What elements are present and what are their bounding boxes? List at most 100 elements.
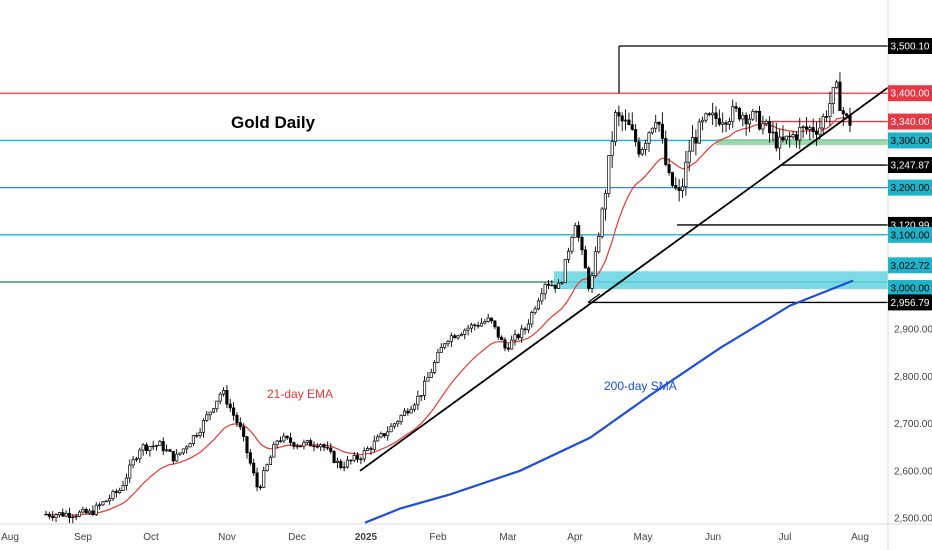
candle-body [623, 119, 628, 122]
candle-body [711, 112, 715, 116]
candle-body [61, 512, 65, 517]
candle-body [664, 138, 668, 166]
candle-body [64, 512, 68, 517]
candle-body [747, 118, 752, 125]
candle-body [84, 508, 88, 514]
candle-body [600, 208, 604, 237]
candle-body [556, 282, 561, 289]
price-badge [888, 226, 932, 243]
candle-body [379, 433, 383, 438]
candle-body [486, 317, 490, 322]
candle-body [108, 498, 112, 502]
candle-body [114, 490, 118, 493]
candle-body [342, 466, 346, 469]
candle-body [201, 420, 206, 433]
trendlines [359, 86, 889, 472]
candle-body [195, 435, 199, 437]
price-badge [888, 179, 932, 196]
candle-body [329, 447, 333, 452]
candle-body [841, 110, 845, 115]
candle-body [101, 501, 105, 506]
candle-body [570, 236, 574, 252]
x-tick-label: May [634, 532, 653, 543]
candle-body [57, 512, 61, 516]
candle-body [466, 327, 470, 331]
candle-body [289, 437, 293, 443]
annotations: Gold Daily 21-day EMA 200-day SMA [231, 113, 677, 401]
candle-body [516, 334, 520, 339]
candle-body [607, 155, 611, 194]
x-tick-label: Mar [499, 532, 517, 543]
candle-body [530, 312, 534, 325]
price-badge-label: 3,200.00 [891, 183, 930, 194]
x-tick-label: Aug [851, 532, 869, 543]
candle-body [493, 320, 497, 328]
candle-body [694, 137, 698, 144]
uptrend-line [359, 86, 889, 472]
candle-body [51, 515, 55, 519]
candle-body [647, 132, 651, 144]
candle-body [778, 136, 782, 149]
candle-body [235, 414, 239, 423]
candle-body [268, 456, 273, 465]
x-tick-label: Feb [429, 532, 447, 543]
trend-anchor [587, 293, 601, 303]
candle-body [473, 324, 477, 327]
candle-body [587, 267, 591, 289]
candle-body [396, 421, 400, 425]
y-tick-label: 2,900.00 [894, 325, 932, 336]
candle-body [345, 459, 350, 468]
candle-body [98, 504, 102, 507]
candle-body [510, 339, 514, 350]
candle-body [744, 114, 748, 125]
support-zone [716, 139, 888, 146]
x-tick-label: 2025 [355, 532, 378, 543]
candle-body [610, 141, 614, 156]
candle-body [620, 115, 624, 122]
candle-body [533, 308, 537, 313]
candle-body [168, 449, 172, 452]
candle-body [412, 404, 417, 410]
candle-body [54, 514, 58, 519]
price-badge [888, 85, 932, 102]
candle-body [690, 137, 695, 152]
candle-body [791, 134, 795, 138]
candle-body [654, 121, 658, 129]
candle-body [546, 283, 551, 286]
candle-body [483, 321, 487, 324]
candle-body [302, 441, 306, 447]
candle-body [590, 275, 594, 289]
candle-body [814, 131, 819, 135]
candle-body [118, 489, 122, 493]
candle-body [211, 408, 216, 413]
candle-body [771, 131, 775, 134]
price-badge-label: 3,100.00 [891, 230, 930, 241]
candle-body [429, 372, 433, 378]
candle-body [701, 119, 705, 123]
candle-body [282, 435, 286, 442]
candle-body [245, 436, 249, 454]
candle-body [369, 448, 373, 450]
ema-label: 21-day EMA [267, 387, 333, 401]
candle-body [155, 445, 159, 447]
x-tick-label: Nov [218, 532, 236, 543]
candle-body [205, 414, 209, 421]
candle-body [131, 459, 135, 466]
candle-body [322, 444, 326, 448]
candle-body [165, 449, 169, 452]
candle-body [476, 325, 480, 327]
price-badge-label: 2,956.79 [891, 298, 930, 309]
candle-body [506, 347, 510, 350]
x-tick-label: Jun [705, 532, 721, 543]
candle-body [419, 395, 423, 397]
price-level-badges: 3,500.10 3,400.00 3,340.00 3,300.00 3,247.87… [888, 38, 932, 311]
candle-body [838, 81, 842, 112]
candle-body [315, 446, 319, 448]
candle-body [74, 515, 78, 518]
candle-body [523, 328, 527, 331]
candle-body [583, 249, 587, 269]
candle-body [567, 250, 571, 260]
candle-body [124, 477, 128, 486]
candle-body [724, 122, 728, 125]
candle-body [44, 513, 48, 516]
